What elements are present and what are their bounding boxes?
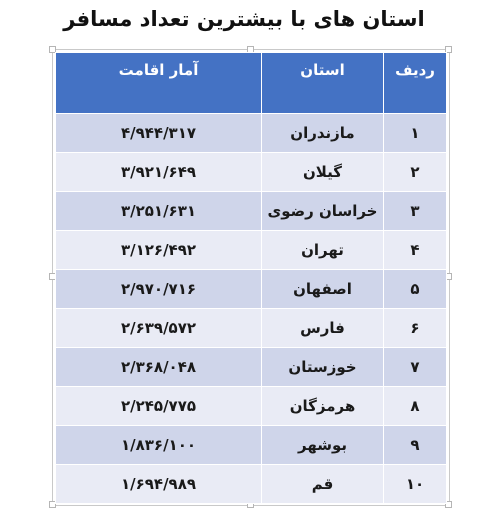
page-title: استان های با بیشترین تعداد مسافر xyxy=(63,7,425,31)
stat-cell: ۳/۹۲۱/۶۴۹ xyxy=(55,152,262,192)
table-row: ۱ مازندران ۴/۹۴۴/۳۱۷ xyxy=(55,113,447,153)
stat-cell: ۲/۹۷۰/۷۱۶ xyxy=(55,269,262,309)
stat-cell: ۱/۶۹۴/۹۸۹ xyxy=(55,464,262,504)
rank-cell: ۷ xyxy=(383,347,447,387)
rank-cell: ۸ xyxy=(383,386,447,426)
province-cell: فارس xyxy=(261,308,384,348)
rank-cell: ۱ xyxy=(383,113,447,153)
province-cell: قم xyxy=(261,464,384,504)
province-cell: اصفهان xyxy=(261,269,384,309)
stat-cell: ۲/۲۴۵/۷۷۵ xyxy=(55,386,262,426)
stat-cell: ۲/۳۶۸/۰۴۸ xyxy=(55,347,262,387)
table-row: ۲ گیلان ۳/۹۲۱/۶۴۹ xyxy=(55,152,447,192)
resize-handle-bottom-right[interactable] xyxy=(445,501,452,508)
header-rank: ردیف xyxy=(383,52,447,114)
rank-cell: ۱۰ xyxy=(383,464,447,504)
table-row: ۶ فارس ۲/۶۳۹/۵۷۲ xyxy=(55,308,447,348)
rank-cell: ۲ xyxy=(383,152,447,192)
province-cell: خراسان رضوی xyxy=(261,191,384,231)
province-cell: تهران xyxy=(261,230,384,270)
province-cell: مازندران xyxy=(261,113,384,153)
resize-handle-top-left[interactable] xyxy=(49,46,56,53)
rank-cell: ۹ xyxy=(383,425,447,465)
table-row: ۵ اصفهان ۲/۹۷۰/۷۱۶ xyxy=(55,269,447,309)
table-row: ۱۰ قم ۱/۶۹۴/۹۸۹ xyxy=(55,464,447,504)
province-cell: بوشهر xyxy=(261,425,384,465)
table-row: ۹ بوشهر ۱/۸۳۶/۱۰۰ xyxy=(55,425,447,465)
province-stats-table: ردیف استان آمار اقامت ۱ مازندران ۴/۹۴۴/۳… xyxy=(55,52,447,504)
stat-cell: ۱/۸۳۶/۱۰۰ xyxy=(55,425,262,465)
rank-cell: ۴ xyxy=(383,230,447,270)
stat-cell: ۴/۹۴۴/۳۱۷ xyxy=(55,113,262,153)
resize-handle-top-right[interactable] xyxy=(445,46,452,53)
header-stat: آمار اقامت xyxy=(55,52,262,114)
resize-handle-bottom-left[interactable] xyxy=(49,501,56,508)
rank-cell: ۳ xyxy=(383,191,447,231)
table-row: ۴ تهران ۳/۱۲۶/۴۹۲ xyxy=(55,230,447,270)
stat-cell: ۳/۱۲۶/۴۹۲ xyxy=(55,230,262,270)
stat-cell: ۲/۶۳۹/۵۷۲ xyxy=(55,308,262,348)
rank-cell: ۶ xyxy=(383,308,447,348)
table-header-row: ردیف استان آمار اقامت xyxy=(55,52,447,114)
province-cell: خوزستان xyxy=(261,347,384,387)
stat-cell: ۳/۲۵۱/۶۳۱ xyxy=(55,191,262,231)
table-row: ۳ خراسان رضوی ۳/۲۵۱/۶۳۱ xyxy=(55,191,447,231)
table-row: ۸ هرمزگان ۲/۲۴۵/۷۷۵ xyxy=(55,386,447,426)
rank-cell: ۵ xyxy=(383,269,447,309)
table-row: ۷ خوزستان ۲/۳۶۸/۰۴۸ xyxy=(55,347,447,387)
header-province: استان xyxy=(261,52,384,114)
province-cell: هرمزگان xyxy=(261,386,384,426)
province-cell: گیلان xyxy=(261,152,384,192)
